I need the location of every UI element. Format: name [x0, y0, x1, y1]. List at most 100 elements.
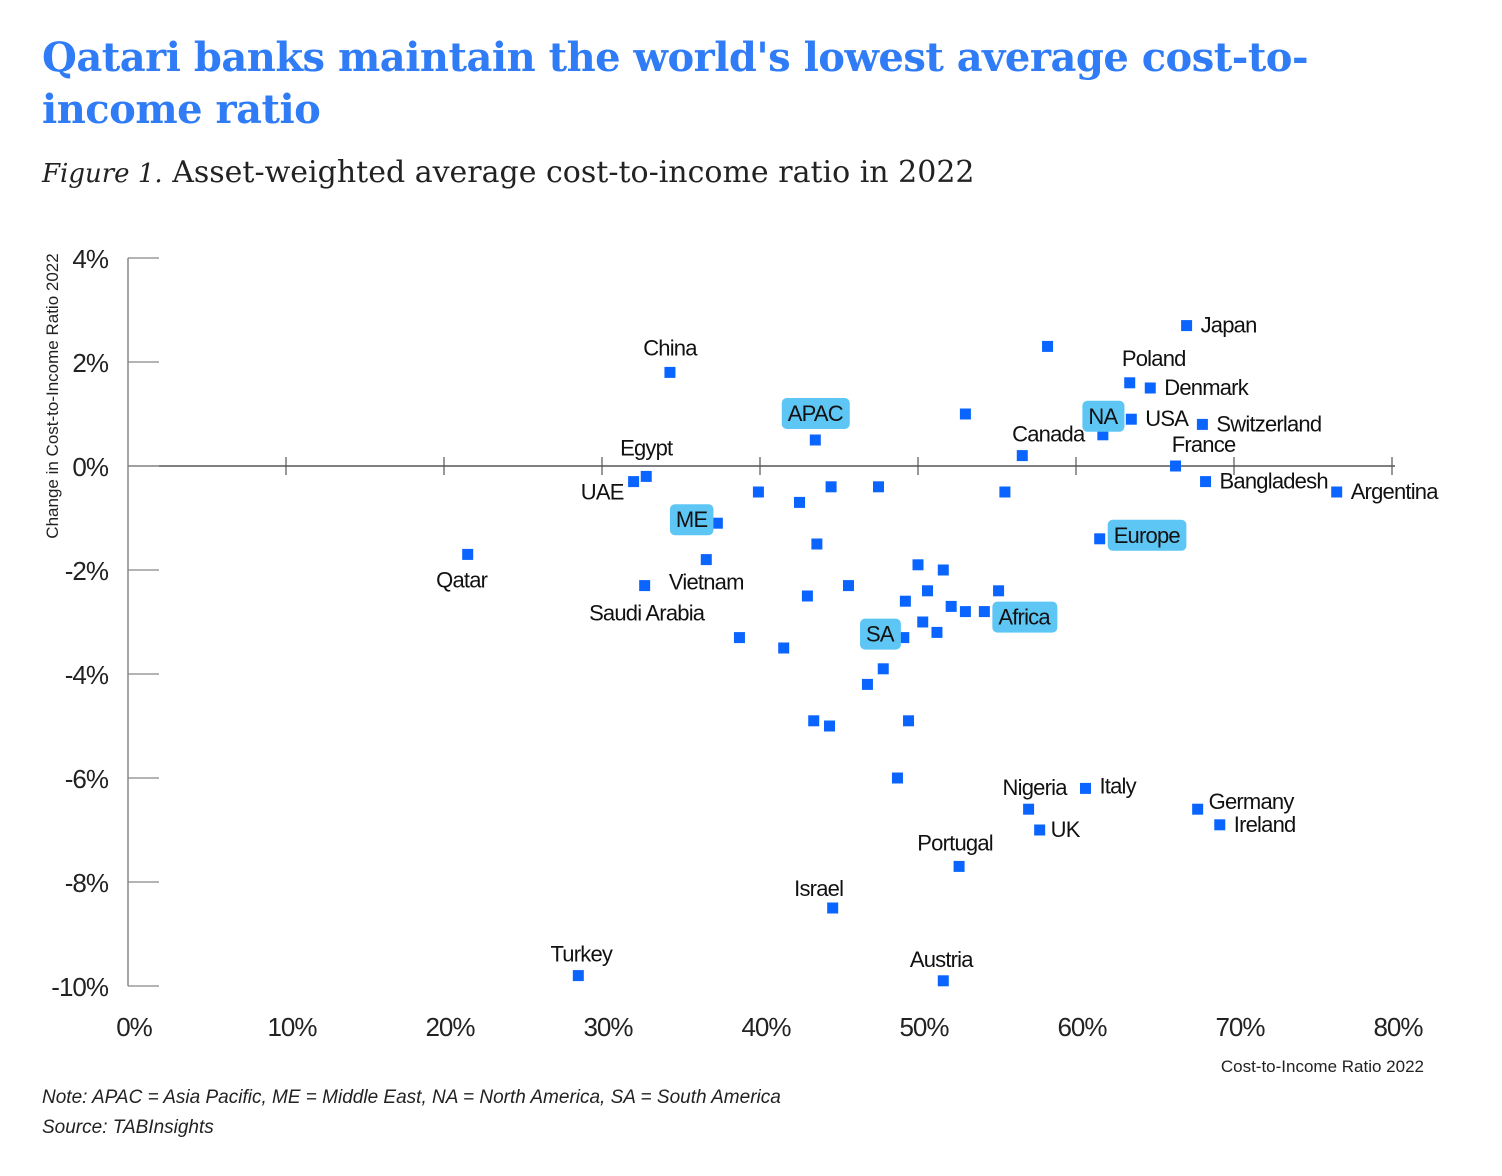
- point-label: Switzerland: [1216, 411, 1321, 436]
- region-badge: NA: [1088, 404, 1118, 429]
- region-badge: ME: [676, 507, 708, 532]
- point-label: Ireland: [1234, 812, 1296, 837]
- point-label: Bangladesh: [1220, 469, 1328, 494]
- data-point: [877, 663, 889, 675]
- data-point: [1097, 429, 1109, 441]
- data-point: [1170, 460, 1182, 472]
- data-point: [794, 496, 805, 508]
- data-points: Japan Poland Denmark China USA Switzerland NA A…: [436, 313, 1440, 987]
- region-badge-bg: [669, 504, 714, 536]
- data-point: [700, 554, 712, 566]
- data-point: [628, 476, 640, 488]
- region-badge: Africa: [998, 605, 1051, 630]
- data-point: [752, 486, 764, 498]
- chart-note: Note: APAC = Asia Pacific, ME = Middle E…: [42, 1087, 781, 1108]
- chart-source: Source: TABInsights: [42, 1117, 214, 1138]
- region-badge-bg: [860, 618, 901, 650]
- point-label: USA: [1145, 406, 1189, 431]
- y-tick-label: -8%: [65, 868, 109, 898]
- data-point: [640, 470, 652, 482]
- data-point: [945, 600, 957, 612]
- point-label: Japan: [1201, 313, 1257, 338]
- data-point: [1192, 803, 1204, 815]
- point-label: Poland: [1122, 346, 1186, 371]
- data-point: [931, 626, 943, 638]
- chart-subtitle: Figure 1. Asset-weighted average cost-to…: [42, 155, 975, 190]
- point-label: Nigeria: [1003, 775, 1069, 800]
- data-point: [1181, 320, 1193, 332]
- data-point: [811, 538, 823, 550]
- data-point: [1042, 340, 1054, 352]
- point-label: Egypt: [620, 435, 673, 460]
- x-axis-label: Cost-to-Income Ratio 2022: [1221, 1057, 1424, 1076]
- data-point: [978, 606, 990, 618]
- data-point: [462, 548, 474, 560]
- data-point: [1034, 824, 1046, 836]
- data-point: [801, 590, 813, 602]
- data-point: [1214, 819, 1226, 831]
- point-label: Germany: [1209, 789, 1295, 814]
- data-point: [899, 595, 911, 607]
- y-tick-label: -4%: [65, 660, 109, 690]
- data-point: [891, 772, 903, 784]
- point-label: Portugal: [917, 830, 993, 855]
- y-tick-label: 4%: [72, 244, 108, 274]
- x-tick-label: 70%: [1215, 1012, 1265, 1042]
- region-badge: SA: [866, 622, 895, 647]
- point-label: UAE: [581, 480, 624, 505]
- region-badge-bg: [992, 601, 1058, 633]
- region-badge: APAC: [788, 401, 844, 426]
- data-point: [959, 408, 971, 420]
- data-point: [903, 715, 915, 727]
- data-point: [733, 632, 745, 644]
- data-point: [1124, 377, 1136, 389]
- data-point: [1200, 476, 1212, 488]
- data-point: [639, 580, 651, 592]
- data-point: [809, 434, 821, 446]
- region-badge: Europe: [1114, 523, 1181, 548]
- data-point: [842, 580, 854, 592]
- data-point: [664, 366, 676, 378]
- data-point: [1125, 413, 1137, 425]
- data-point: [1331, 486, 1343, 498]
- point-label: Qatar: [436, 567, 487, 592]
- region-badge-bg: [1082, 400, 1125, 432]
- region-badge-bg: [781, 398, 850, 429]
- data-point: [937, 564, 949, 576]
- point-label: Vietnam: [669, 570, 744, 595]
- y-tick-label: 2%: [72, 348, 108, 378]
- data-point: [1023, 803, 1035, 815]
- x-tick-label: 40%: [741, 1012, 791, 1042]
- data-point: [808, 715, 820, 727]
- x-tick-label: 30%: [583, 1012, 633, 1042]
- data-point: [1144, 382, 1156, 394]
- point-label: France: [1172, 432, 1236, 457]
- data-point: [1016, 450, 1028, 462]
- x-tick-label: 60%: [1057, 1012, 1107, 1042]
- x-tick-label: 0%: [116, 1012, 152, 1042]
- data-point: [711, 517, 723, 529]
- point-label: China: [643, 335, 698, 360]
- figure-number: Figure 1.: [42, 159, 163, 189]
- data-point: [993, 585, 1005, 597]
- data-point: [912, 559, 924, 571]
- point-label: Argentina: [1351, 479, 1440, 504]
- data-point: [898, 632, 910, 644]
- point-label: Denmark: [1164, 375, 1249, 400]
- y-tick-label: 0%: [72, 452, 108, 482]
- chart-title: Qatari banks maintain the world's lowest…: [42, 34, 1309, 133]
- y-tick-label: -6%: [65, 764, 109, 794]
- data-point: [824, 720, 836, 732]
- point-label: Turkey: [550, 942, 612, 967]
- data-point: [778, 642, 790, 654]
- data-point: [825, 481, 837, 493]
- y-tick-label: -10%: [51, 972, 109, 1002]
- point-label: UK: [1051, 817, 1081, 842]
- subtitle-text: Asset-weighted average cost-to-income ra…: [172, 155, 975, 190]
- point-label: Austria: [910, 947, 974, 972]
- y-tick-label: -2%: [65, 556, 109, 586]
- data-point: [953, 860, 965, 872]
- point-label: Canada: [1012, 422, 1086, 447]
- data-point: [873, 481, 884, 493]
- x-tick-label: 80%: [1373, 1012, 1423, 1042]
